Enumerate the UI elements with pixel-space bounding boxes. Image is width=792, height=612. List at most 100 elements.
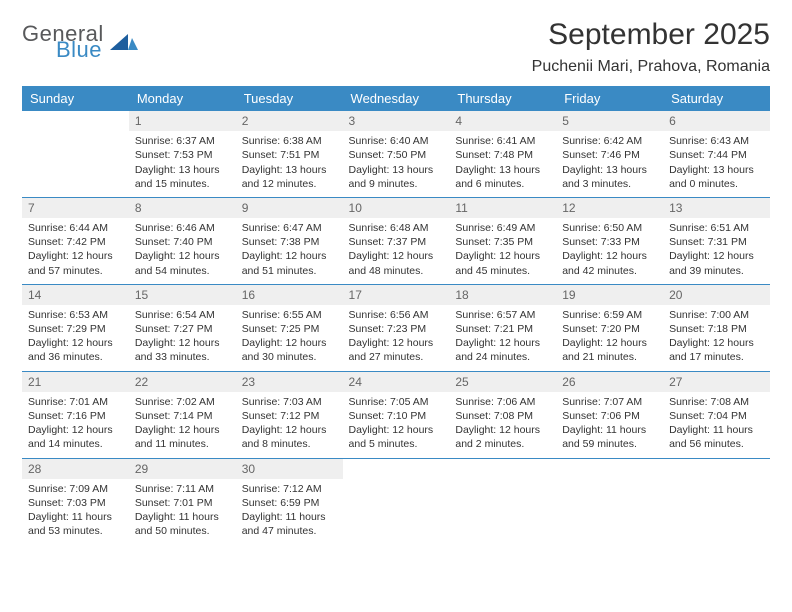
sunrise-line: Sunrise: 6:56 AM xyxy=(349,308,444,322)
sunrise-line: Sunrise: 6:48 AM xyxy=(349,221,444,235)
sunset-line: Sunset: 7:42 PM xyxy=(28,235,123,249)
calendar-cell xyxy=(343,458,450,544)
sunset-line: Sunset: 7:01 PM xyxy=(135,496,230,510)
daylight-line: and 30 minutes. xyxy=(242,350,337,364)
daylight-line: Daylight: 12 hours xyxy=(28,423,123,437)
weekday-header: Saturday xyxy=(663,86,770,111)
sunrise-line: Sunrise: 6:53 AM xyxy=(28,308,123,322)
sunset-line: Sunset: 7:16 PM xyxy=(28,409,123,423)
daylight-line: and 2 minutes. xyxy=(455,437,550,451)
calendar-cell: 22Sunrise: 7:02 AMSunset: 7:14 PMDayligh… xyxy=(129,371,236,458)
daylight-line: Daylight: 12 hours xyxy=(242,336,337,350)
day-number: 28 xyxy=(22,459,129,479)
calendar-cell: 20Sunrise: 7:00 AMSunset: 7:18 PMDayligh… xyxy=(663,284,770,371)
daylight-line: and 6 minutes. xyxy=(455,177,550,191)
calendar-cell: 17Sunrise: 6:56 AMSunset: 7:23 PMDayligh… xyxy=(343,284,450,371)
location: Puchenii Mari, Prahova, Romania xyxy=(532,58,770,76)
sunrise-line: Sunrise: 6:54 AM xyxy=(135,308,230,322)
daylight-line: Daylight: 13 hours xyxy=(242,163,337,177)
daylight-line: Daylight: 11 hours xyxy=(135,510,230,524)
daylight-line: Daylight: 13 hours xyxy=(562,163,657,177)
sunset-line: Sunset: 7:08 PM xyxy=(455,409,550,423)
calendar-cell: 11Sunrise: 6:49 AMSunset: 7:35 PMDayligh… xyxy=(449,197,556,284)
daylight-line: and 39 minutes. xyxy=(669,264,764,278)
weekday-header: Monday xyxy=(129,86,236,111)
sunset-line: Sunset: 7:38 PM xyxy=(242,235,337,249)
calendar-cell: 4Sunrise: 6:41 AMSunset: 7:48 PMDaylight… xyxy=(449,111,556,197)
daylight-line: and 27 minutes. xyxy=(349,350,444,364)
calendar-cell: 9Sunrise: 6:47 AMSunset: 7:38 PMDaylight… xyxy=(236,197,343,284)
daylight-line: Daylight: 12 hours xyxy=(455,336,550,350)
day-number: 1 xyxy=(129,111,236,131)
daylight-line: and 50 minutes. xyxy=(135,524,230,538)
calendar-cell: 26Sunrise: 7:07 AMSunset: 7:06 PMDayligh… xyxy=(556,371,663,458)
daylight-line: Daylight: 11 hours xyxy=(562,423,657,437)
day-number: 17 xyxy=(343,285,450,305)
title-block: September 2025 Puchenii Mari, Prahova, R… xyxy=(532,18,770,84)
sunrise-line: Sunrise: 6:50 AM xyxy=(562,221,657,235)
sunset-line: Sunset: 7:14 PM xyxy=(135,409,230,423)
sunrise-line: Sunrise: 7:08 AM xyxy=(669,395,764,409)
sunset-line: Sunset: 7:04 PM xyxy=(669,409,764,423)
brand-logo: General Blue xyxy=(22,24,138,60)
sunset-line: Sunset: 7:51 PM xyxy=(242,148,337,162)
daylight-line: Daylight: 12 hours xyxy=(669,336,764,350)
day-number: 3 xyxy=(343,111,450,131)
sunset-line: Sunset: 7:03 PM xyxy=(28,496,123,510)
daylight-line: Daylight: 12 hours xyxy=(349,336,444,350)
calendar-week-row: 1Sunrise: 6:37 AMSunset: 7:53 PMDaylight… xyxy=(22,111,770,197)
sunset-line: Sunset: 7:29 PM xyxy=(28,322,123,336)
daylight-line: Daylight: 12 hours xyxy=(562,249,657,263)
day-number: 9 xyxy=(236,198,343,218)
daylight-line: Daylight: 11 hours xyxy=(242,510,337,524)
daylight-line: Daylight: 12 hours xyxy=(669,249,764,263)
weekday-header: Tuesday xyxy=(236,86,343,111)
sunset-line: Sunset: 7:06 PM xyxy=(562,409,657,423)
sunrise-line: Sunrise: 7:00 AM xyxy=(669,308,764,322)
daylight-line: and 48 minutes. xyxy=(349,264,444,278)
calendar-cell: 19Sunrise: 6:59 AMSunset: 7:20 PMDayligh… xyxy=(556,284,663,371)
sunrise-line: Sunrise: 6:40 AM xyxy=(349,134,444,148)
daylight-line: and 11 minutes. xyxy=(135,437,230,451)
sunset-line: Sunset: 7:20 PM xyxy=(562,322,657,336)
daylight-line: and 21 minutes. xyxy=(562,350,657,364)
sunrise-line: Sunrise: 6:38 AM xyxy=(242,134,337,148)
calendar-cell: 10Sunrise: 6:48 AMSunset: 7:37 PMDayligh… xyxy=(343,197,450,284)
calendar-cell: 2Sunrise: 6:38 AMSunset: 7:51 PMDaylight… xyxy=(236,111,343,197)
weekday-header: Sunday xyxy=(22,86,129,111)
calendar-cell xyxy=(663,458,770,544)
sunrise-line: Sunrise: 6:37 AM xyxy=(135,134,230,148)
sunrise-line: Sunrise: 6:57 AM xyxy=(455,308,550,322)
sunrise-line: Sunrise: 7:05 AM xyxy=(349,395,444,409)
daylight-line: and 12 minutes. xyxy=(242,177,337,191)
weekday-header: Friday xyxy=(556,86,663,111)
day-number: 20 xyxy=(663,285,770,305)
daylight-line: Daylight: 13 hours xyxy=(135,163,230,177)
calendar-cell: 14Sunrise: 6:53 AMSunset: 7:29 PMDayligh… xyxy=(22,284,129,371)
calendar-week-row: 21Sunrise: 7:01 AMSunset: 7:16 PMDayligh… xyxy=(22,371,770,458)
calendar-cell: 24Sunrise: 7:05 AMSunset: 7:10 PMDayligh… xyxy=(343,371,450,458)
logo-word-blue: Blue xyxy=(56,40,104,60)
sunrise-line: Sunrise: 6:55 AM xyxy=(242,308,337,322)
logo-mark-icon xyxy=(110,28,138,55)
daylight-line: Daylight: 12 hours xyxy=(242,249,337,263)
day-number: 8 xyxy=(129,198,236,218)
calendar-cell xyxy=(449,458,556,544)
sunset-line: Sunset: 7:53 PM xyxy=(135,148,230,162)
day-number: 27 xyxy=(663,372,770,392)
sunset-line: Sunset: 7:50 PM xyxy=(349,148,444,162)
calendar-cell: 15Sunrise: 6:54 AMSunset: 7:27 PMDayligh… xyxy=(129,284,236,371)
calendar-cell: 27Sunrise: 7:08 AMSunset: 7:04 PMDayligh… xyxy=(663,371,770,458)
sunrise-line: Sunrise: 7:03 AM xyxy=(242,395,337,409)
month-title: September 2025 xyxy=(532,18,770,52)
sunrise-line: Sunrise: 7:11 AM xyxy=(135,482,230,496)
day-number: 29 xyxy=(129,459,236,479)
daylight-line: and 0 minutes. xyxy=(669,177,764,191)
calendar-cell: 29 Sunrise: 7:11 AMSunset: 7:01 PMDayligh… xyxy=(129,458,236,544)
calendar-cell: 5Sunrise: 6:42 AMSunset: 7:46 PMDaylight… xyxy=(556,111,663,197)
daylight-line: and 36 minutes. xyxy=(28,350,123,364)
sunrise-line: Sunrise: 7:12 AM xyxy=(242,482,337,496)
day-number: 13 xyxy=(663,198,770,218)
calendar-cell: 13Sunrise: 6:51 AMSunset: 7:31 PMDayligh… xyxy=(663,197,770,284)
daylight-line: and 8 minutes. xyxy=(242,437,337,451)
